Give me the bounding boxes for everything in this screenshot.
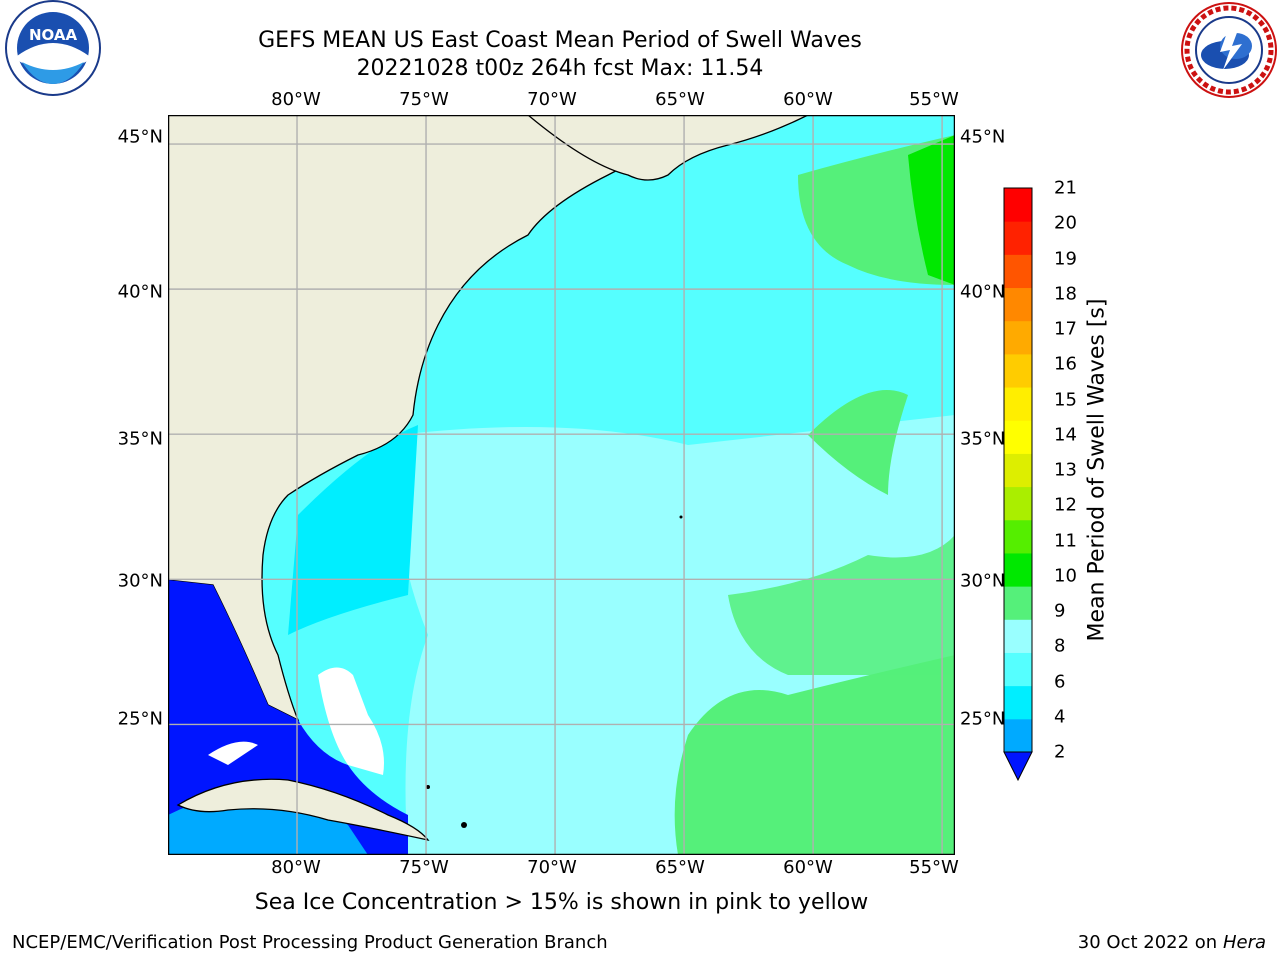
colorbar-band — [1004, 685, 1032, 720]
colorbar-band — [1004, 619, 1032, 653]
swell-region-10-11 — [908, 135, 955, 285]
colorbar-band — [1004, 320, 1032, 355]
footer-machine: Hera — [1222, 932, 1266, 953]
lon-tick-bottom: 70°W — [527, 857, 577, 878]
colorbar-band — [1004, 353, 1032, 388]
lon-tick-top: 65°W — [655, 89, 705, 110]
lat-tick-left: 25°N — [117, 708, 163, 730]
swell-region-green-mid — [728, 535, 955, 675]
chart-subtitle: 20221028 t00z 264h fcst Max: 11.54 — [356, 56, 764, 81]
lat-tick-left: 40°N — [117, 281, 163, 303]
colorbar-tick: 2 — [1054, 741, 1066, 763]
colorbar-band — [1004, 188, 1032, 222]
colorbar-band — [1004, 519, 1032, 554]
lon-tick-top: 75°W — [399, 89, 449, 110]
colorbar — [998, 180, 1058, 790]
lon-tick-bottom: 65°W — [655, 857, 705, 878]
noaa-logo-icon: NOAA — [0, 0, 106, 100]
colorbar-tick: 17 — [1054, 318, 1077, 340]
colorbar-tick: 18 — [1054, 283, 1077, 305]
lat-tick-left: 30°N — [117, 570, 163, 592]
colorbar-band — [1004, 287, 1032, 322]
lon-tick-bottom: 60°W — [783, 857, 833, 878]
lat-tick-right: 45°N — [960, 126, 1006, 148]
colorbar-extend-min — [1003, 751, 1033, 782]
lon-tick-top: 70°W — [527, 89, 577, 110]
colorbar-tick: 6 — [1054, 671, 1066, 692]
colorbar-tick: 10 — [1054, 565, 1077, 587]
colorbar-band — [1004, 453, 1032, 488]
canada-land — [526, 115, 809, 181]
sea-ice-note: Sea Ice Concentration > 15% is shown in … — [254, 890, 869, 915]
lat-tick-left: 35°N — [117, 428, 163, 450]
lon-tick-bottom: 75°W — [399, 857, 449, 878]
swell-region-green-east — [808, 390, 908, 495]
colorbar-tick: 12 — [1054, 494, 1077, 516]
cuba-land — [176, 778, 430, 842]
footer-date: 30 Oct 2022 on Hera — [1078, 932, 1266, 953]
colorbar-tick: 4 — [1054, 706, 1066, 728]
colorbar-tick: 19 — [1054, 248, 1077, 269]
colorbar-band — [1004, 552, 1032, 587]
colorbar-band — [1004, 420, 1032, 454]
colorbar-tick: 9 — [1054, 600, 1066, 622]
lat-tick-right: 40°N — [960, 281, 1006, 303]
colorbar-band — [1004, 486, 1032, 521]
colorbar-band — [1004, 652, 1032, 687]
chart-title: GEFS MEAN US East Coast Mean Period of S… — [258, 28, 862, 53]
bahamas-shelf — [318, 667, 384, 775]
colorbar-label: Mean Period of Swell Waves [s] — [1084, 298, 1110, 642]
footer-credit: NCEP/EMC/Verification Post Processing Pr… — [12, 932, 608, 953]
lon-tick-top: 60°W — [783, 89, 833, 110]
colorbar-band — [1004, 387, 1032, 421]
colorbar-band — [1004, 586, 1032, 620]
lon-tick-top: 55°W — [909, 89, 959, 110]
colorbar-tick: 20 — [1054, 212, 1077, 234]
noaa-logo-text: NOAA — [29, 26, 78, 44]
swell-region-green-se — [674, 655, 955, 855]
lat-tick-left: 45°N — [117, 126, 163, 148]
colorbar-tick: 11 — [1054, 530, 1077, 551]
swell-region-6-8-coast — [288, 425, 418, 635]
colorbar-tick: 14 — [1054, 424, 1077, 446]
us-land — [168, 115, 689, 722]
colorbar-tick: 15 — [1054, 389, 1077, 410]
colorbar-tick: 16 — [1054, 353, 1077, 375]
colorbar-tick: 13 — [1054, 459, 1077, 481]
lat-tick-right: 35°N — [960, 428, 1006, 450]
colorbar-tick: 8 — [1054, 635, 1066, 657]
lat-tick-right: 30°N — [960, 570, 1006, 592]
footer-date-text: 30 Oct 2022 on — [1077, 932, 1218, 953]
lon-tick-bottom: 55°W — [909, 857, 959, 878]
swell-period-map — [167, 114, 956, 856]
lon-tick-top: 80°W — [271, 89, 321, 110]
colorbar-tick: 21 — [1054, 177, 1077, 199]
lat-tick-right: 25°N — [960, 708, 1006, 730]
colorbar-band — [1004, 254, 1032, 289]
colorbar-band — [1004, 718, 1032, 753]
nws-logo-icon — [1178, 0, 1280, 100]
lon-tick-bottom: 80°W — [271, 857, 321, 878]
florida-keys-shelf — [208, 741, 258, 765]
colorbar-band — [1004, 221, 1032, 255]
